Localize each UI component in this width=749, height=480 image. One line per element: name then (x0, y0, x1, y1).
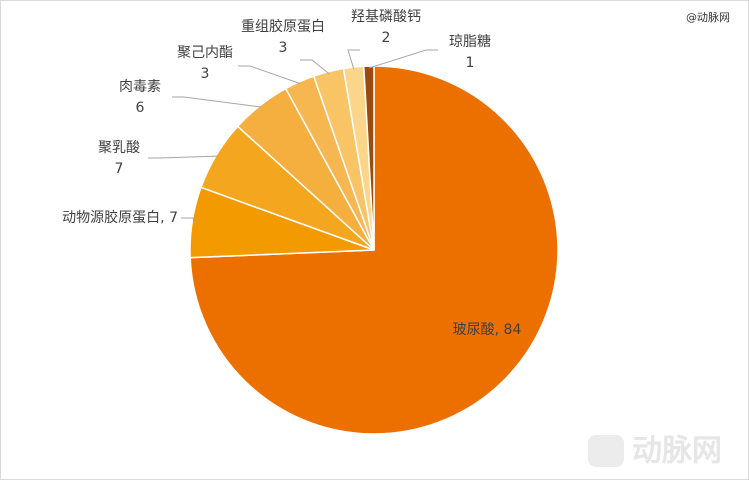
slice-label: 玻尿酸, 84 (453, 322, 522, 338)
watermark: @动脉网 (686, 10, 730, 24)
label-value: 3 (279, 40, 288, 56)
label-value: 3 (201, 66, 210, 82)
label-category: 重组胶原蛋白 (241, 18, 325, 35)
label-value: 7 (115, 161, 124, 177)
label-value: 6 (136, 100, 145, 116)
slice-label: 动物源胶原蛋白, 7 (62, 209, 178, 226)
label-category: 羟基磷酸钙 (351, 8, 421, 25)
leader-line (368, 49, 438, 69)
label-category: 聚乳酸 (98, 140, 140, 156)
leader-line (172, 96, 262, 108)
leader-line (238, 65, 301, 85)
label-value: 2 (382, 30, 391, 46)
label-category: 玻尿酸 (453, 322, 495, 338)
label-category: 动物源胶原蛋白 (62, 209, 160, 226)
label-value: 1 (466, 55, 475, 71)
watermark-logo: 动脉网 (632, 434, 722, 469)
leader-line (300, 59, 330, 75)
logo-icon (588, 435, 624, 467)
leader-line (148, 155, 219, 159)
label-category: 聚己内酯 (177, 45, 233, 61)
label-category: 肉毒素 (119, 79, 161, 95)
label-value: 84 (504, 322, 522, 338)
leader-line (347, 49, 360, 70)
label-category: 琼脂糖 (449, 34, 491, 50)
leader-line (181, 217, 195, 223)
label-value: 7 (169, 210, 178, 226)
